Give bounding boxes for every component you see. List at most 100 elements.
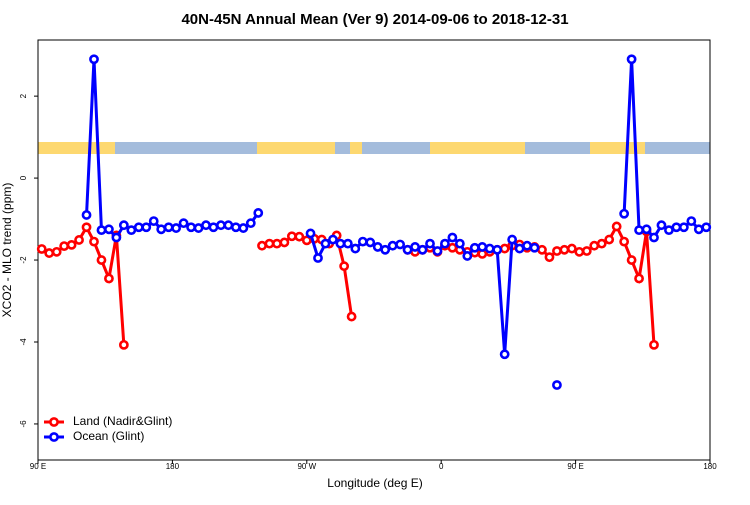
x-axis-label: Longitude (deg E) [327,476,422,490]
data-point [286,231,297,242]
y-tick-label: -2 [19,256,28,264]
data-point [279,237,290,248]
data-point [118,220,129,231]
data-point [447,242,458,253]
data-point [335,238,346,249]
data-point [417,244,428,255]
data-point [96,225,107,236]
strip-land [590,142,645,154]
data-point [574,246,585,257]
data-point [604,234,615,245]
data-point [372,242,383,252]
legend-marker [49,417,59,427]
y-tick-label: -4 [19,338,28,346]
data-point [44,248,55,258]
data-point [365,237,376,248]
data-point [477,242,488,252]
data-point [238,223,249,233]
data-point [656,220,667,231]
legend-label: Land (Nadir&Glint) [73,414,172,428]
x-tick-label: 180 [166,462,180,471]
land-ocean-strip [38,142,710,154]
x-tick-label: 180 [703,462,717,471]
data-point [432,246,443,256]
data-point [66,239,77,250]
data-point [566,243,577,254]
data-point [581,246,592,256]
data-point [350,243,361,254]
data-point [589,240,600,251]
data-point [649,232,659,243]
data-point [118,339,129,350]
data-point [634,273,644,284]
strip-land [38,142,115,154]
legend-marker [49,432,59,442]
data-point [544,252,555,263]
data-point [686,216,697,227]
data-point [454,238,465,249]
data-point [223,220,234,231]
data-point [552,246,562,256]
data-point [596,238,607,249]
x-tick-label: 90 E [567,462,583,471]
y-tick-label: -6 [19,420,28,428]
data-point [701,222,712,233]
data-point [257,240,267,251]
data-point [320,238,331,249]
data-point [402,244,413,255]
data-point [230,222,241,233]
data-point [148,216,159,227]
data-point [357,236,368,247]
data-point [507,234,518,245]
data-point [59,241,70,252]
data-point [619,208,630,219]
data-point [641,224,652,235]
data-point [626,54,637,65]
data-point [693,224,704,235]
data-point [89,54,99,65]
data-point [201,220,211,231]
data-point [619,236,630,247]
data-point [193,223,204,233]
data-point [186,222,196,233]
legend: Land (Nadir&Glint)Ocean (Glint) [44,414,172,443]
data-point [469,242,480,253]
x-tick-label: 0 [439,462,444,471]
data-point [81,222,92,233]
strip-land [257,142,335,154]
data-point [410,242,420,252]
data-point [156,224,167,235]
data-point [294,231,305,242]
data-point [216,220,226,231]
data-point [492,244,503,255]
data-point [537,244,547,255]
data-point [89,236,99,247]
data-point [74,235,84,245]
data-point [649,339,659,350]
data-point [208,222,219,233]
data-point [552,380,562,390]
strip-land [350,142,362,154]
strip-ocean [38,142,710,154]
data-point [440,238,450,249]
data-point [499,349,510,360]
data-point [96,255,107,265]
data-point [81,210,92,220]
data-point [462,251,473,261]
data-point [395,239,406,250]
data-point [626,255,637,265]
data-point [328,234,338,245]
series [81,54,712,390]
data-point [51,246,62,257]
data-point [447,232,458,243]
data-point [346,311,357,322]
data-point [484,243,495,254]
data-point [634,225,644,236]
data-point [253,208,264,218]
data-point [611,221,622,232]
data-point [171,223,182,233]
chart-title: 40N-45N Annual Mean (Ver 9) 2014-09-06 t… [181,11,568,28]
data-point [133,222,144,233]
y-tick-label: 2 [19,93,28,98]
